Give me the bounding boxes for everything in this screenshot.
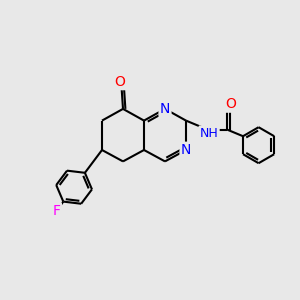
- Text: F: F: [52, 203, 61, 218]
- Text: O: O: [115, 75, 125, 89]
- Text: O: O: [225, 98, 236, 111]
- Text: N: N: [181, 143, 191, 157]
- Text: NH: NH: [200, 127, 218, 140]
- Text: N: N: [160, 102, 170, 116]
